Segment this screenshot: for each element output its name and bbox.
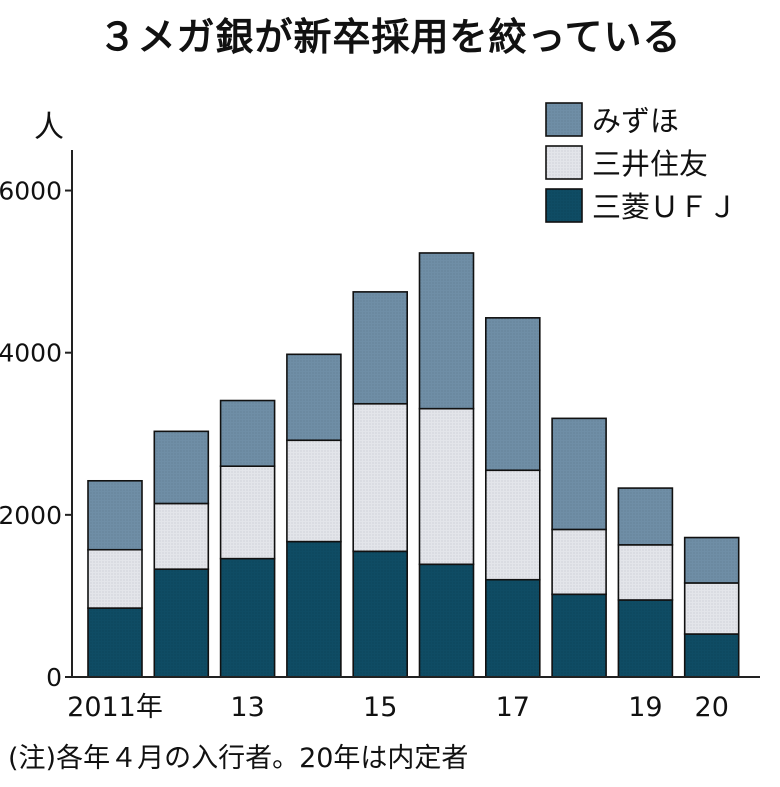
bar-segment-smbc-2013 [219, 465, 276, 560]
bar-segment-smbc-2014 [286, 439, 342, 543]
bar-segment-smbc-2011 [87, 548, 143, 609]
legend-swatch-texture-mufg [546, 189, 582, 222]
bar-segment-mufg-2014 [286, 540, 342, 678]
bar-segment-smbc-2015 [352, 402, 409, 553]
bar-segment-mufg-2015 [352, 550, 409, 678]
bar-segment-mizuho-2018 [551, 417, 607, 531]
x-tick-label-2019: 19 [628, 692, 662, 723]
y-tick-label-4000: 4000 [0, 339, 62, 368]
bar-segment-mizuho-2016 [418, 252, 475, 410]
bar-segment-mizuho-2017 [484, 317, 541, 472]
bar-segment-mufg-2016 [418, 563, 475, 678]
bar-segment-mufg-2019 [617, 599, 674, 678]
bar-segment-mufg-2011 [87, 607, 143, 678]
bar-segment-mufg-2013 [219, 557, 276, 678]
bar-segment-smbc-2017 [484, 469, 541, 581]
x-tick-label-2013: 13 [230, 692, 264, 723]
y-tick-label-2000: 2000 [0, 501, 62, 530]
bars-group [87, 252, 740, 678]
bar-segment-mizuho-2015 [352, 291, 409, 405]
legend-label-mufg: 三菱ＵＦＪ [592, 190, 737, 224]
bar-segment-mizuho-2020 [683, 536, 740, 584]
y-tick-label-0: 0 [46, 663, 62, 692]
legend-label-smbc: 三井住友 [592, 147, 708, 181]
bar-segment-mufg-2020 [683, 633, 740, 678]
bar-segment-mizuho-2014 [286, 353, 342, 442]
bar-segment-smbc-2016 [418, 407, 475, 566]
bar-segment-mufg-2012 [153, 568, 210, 678]
bar-segment-mizuho-2013 [219, 399, 276, 467]
bar-segment-smbc-2012 [153, 502, 210, 570]
bar-segment-mizuho-2019 [617, 487, 674, 546]
axes-group: 0 2000 4000 6000 2011年 13 15 17 19 20 [0, 150, 760, 723]
x-tick-label-2015: 15 [363, 692, 397, 723]
bar-segment-smbc-2019 [617, 544, 674, 601]
bar-segment-mufg-2017 [484, 578, 541, 678]
legend-label-mizuho: みずほ [592, 104, 679, 138]
footnote: (注)各年４月の入行者。20年は内定者 [8, 743, 469, 774]
y-tick-label-6000: 6000 [0, 177, 62, 206]
x-tick-label-2020: 20 [695, 692, 729, 723]
legend-swatch-texture-smbc [546, 146, 582, 179]
bar-segment-mizuho-2012 [153, 430, 210, 505]
x-tick-label-2011: 2011年 [67, 692, 163, 723]
chart-title: ３メガ銀が新卒採用を絞っている [98, 15, 682, 59]
legend-swatch-texture-mizuho [546, 103, 582, 136]
x-tick-label-2017: 17 [496, 692, 530, 723]
bar-segment-mizuho-2011 [87, 479, 143, 551]
bar-segment-mufg-2018 [551, 593, 607, 678]
bar-segment-smbc-2018 [551, 528, 607, 596]
y-axis-label: 人 [34, 110, 64, 145]
bar-segment-smbc-2020 [683, 582, 740, 635]
